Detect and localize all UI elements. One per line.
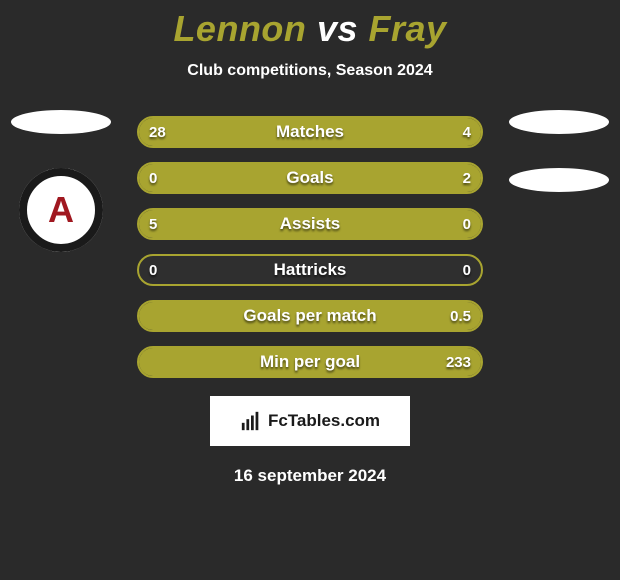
stat-value-right: 0	[463, 254, 471, 286]
stat-bar-right-fill	[139, 302, 481, 330]
player1-placeholder	[11, 110, 111, 134]
stat-bar-track	[137, 116, 483, 148]
stat-row: Goals02	[137, 162, 483, 194]
stat-bar-track	[137, 300, 483, 332]
content-area: A Matches284Goals02Assists50Hattricks00G…	[0, 116, 620, 378]
stat-value-right: 2	[463, 162, 471, 194]
stat-bar-left-fill	[139, 118, 406, 146]
player2-name: Fray	[369, 8, 447, 49]
stat-value-right: 233	[446, 346, 471, 378]
stat-bars: Matches284Goals02Assists50Hattricks00Goa…	[137, 116, 483, 378]
stat-value-right: 4	[463, 116, 471, 148]
date-line: 16 september 2024	[0, 466, 620, 486]
player1-club-badge: A	[19, 168, 103, 252]
stat-value-left: 28	[149, 116, 166, 148]
player2-club-placeholder	[509, 168, 609, 192]
brand-text: FcTables.com	[268, 411, 380, 431]
stat-bar-track	[137, 254, 483, 286]
player2-placeholder	[509, 110, 609, 134]
stat-bar-right-fill	[139, 348, 481, 376]
stat-value-right: 0	[463, 208, 471, 240]
brand-logo-icon	[240, 410, 262, 432]
stat-value-right: 0.5	[450, 300, 471, 332]
subtitle: Club competitions, Season 2024	[0, 62, 620, 80]
left-side-column: A	[6, 110, 116, 252]
stat-row: Matches284	[137, 116, 483, 148]
stat-bar-left-fill	[139, 210, 481, 238]
club-badge-letter: A	[48, 189, 74, 231]
brand-badge: FcTables.com	[210, 396, 410, 446]
stat-bar-right-fill	[139, 164, 481, 192]
stat-row: Hattricks00	[137, 254, 483, 286]
stat-value-left: 0	[149, 254, 157, 286]
stat-value-left: 0	[149, 162, 157, 194]
stat-bar-track	[137, 346, 483, 378]
stat-row: Assists50	[137, 208, 483, 240]
stat-value-left: 5	[149, 208, 157, 240]
stat-row: Goals per match0.5	[137, 300, 483, 332]
right-side-column	[504, 110, 614, 192]
vs-text: vs	[317, 8, 358, 49]
stat-bar-track	[137, 208, 483, 240]
player1-name: Lennon	[173, 8, 306, 49]
stat-row: Min per goal233	[137, 346, 483, 378]
comparison-title: Lennon vs Fray	[0, 0, 620, 50]
stat-bar-track	[137, 162, 483, 194]
